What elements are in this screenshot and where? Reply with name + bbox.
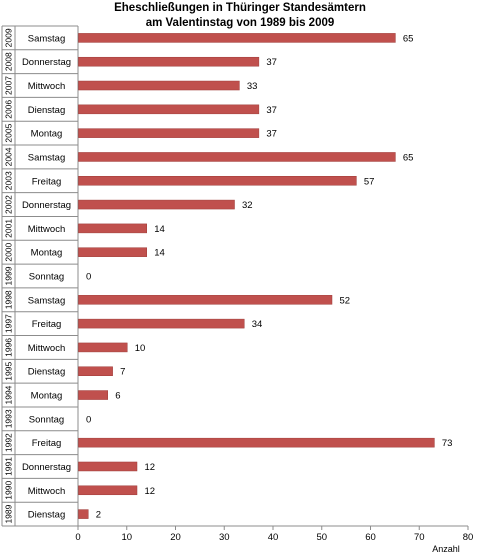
weekday-label: Donnerstag [22, 57, 71, 68]
weekday-label: Donnerstag [22, 200, 71, 211]
data-label: 73 [442, 438, 453, 449]
weekday-label: Montag [31, 129, 63, 140]
bars-group [78, 33, 435, 519]
year-label: 2005 [4, 123, 14, 142]
x-tick-label: 30 [219, 532, 230, 543]
year-label: 2009 [4, 28, 14, 47]
x-axis: 0 10 20 30 40 50 60 70 80 [75, 525, 474, 543]
bar [78, 104, 260, 115]
year-label: 2007 [4, 76, 14, 95]
data-label: 65 [403, 33, 414, 44]
bar [78, 295, 333, 305]
year-label: 1998 [4, 290, 14, 309]
year-label: 2006 [4, 100, 14, 119]
x-tick-label: 80 [463, 532, 474, 543]
x-axis-label: Anzahl [432, 544, 460, 554]
weekday-label: Montag [31, 391, 63, 402]
weekday-label: Mittwoch [28, 81, 65, 92]
bar [78, 223, 147, 234]
weekday-label: Samstag [28, 295, 66, 306]
data-label: 37 [266, 105, 277, 116]
data-label: 14 [154, 248, 165, 259]
data-label: 57 [364, 176, 375, 187]
data-label: 12 [145, 486, 156, 497]
bar [78, 56, 260, 67]
x-tick-label: 10 [121, 532, 132, 543]
weekday-label: Dienstag [28, 105, 66, 116]
data-label: 33 [247, 81, 258, 92]
weekday-label: Freitag [32, 319, 62, 330]
weekday-label: Samstag [28, 152, 66, 163]
chart-title-line-2: am Valentinstag von 1989 bis 2009 [146, 17, 335, 29]
bar [78, 128, 260, 138]
x-tick-label: 50 [316, 532, 327, 543]
bar [78, 176, 357, 186]
weekday-label: Dienstag [28, 367, 66, 378]
weekday-label: Sonntag [29, 414, 64, 425]
data-label: 37 [266, 129, 277, 140]
year-label: 1994 [4, 385, 14, 404]
weekday-label: Montag [31, 248, 63, 259]
year-label: 2003 [4, 171, 14, 190]
weekday-label: Freitag [32, 438, 62, 449]
year-label: 1999 [4, 266, 14, 285]
bar [78, 437, 435, 448]
bar [78, 509, 89, 519]
data-label: 6 [115, 391, 120, 402]
data-label: 34 [252, 319, 263, 330]
chart-title-line-1: Eheschließungen in Thüringer Standesämte… [114, 2, 366, 14]
x-tick-label: 0 [75, 532, 80, 543]
year-label: 1996 [4, 338, 14, 357]
data-label: 10 [135, 343, 146, 354]
weekday-label: Sonntag [29, 272, 64, 283]
year-label: 1997 [4, 314, 14, 333]
weekday-label: Donnerstag [22, 462, 71, 473]
weekday-label: Freitag [32, 176, 62, 187]
year-label: 1990 [4, 481, 14, 500]
data-label: 65 [403, 152, 414, 163]
year-label: 2004 [4, 147, 14, 166]
bar [78, 80, 240, 91]
category-grid [1, 25, 79, 527]
year-label: 1993 [4, 409, 14, 428]
bar [78, 33, 396, 43]
data-label: 7 [120, 367, 125, 378]
x-tick-label: 70 [414, 532, 425, 543]
bar [78, 342, 128, 353]
bar [78, 366, 113, 376]
x-tick-label: 40 [268, 532, 279, 543]
bar [78, 247, 147, 257]
data-label: 2 [96, 510, 101, 521]
data-label: 37 [266, 57, 277, 68]
bar [78, 199, 235, 210]
x-tick-label: 60 [365, 532, 376, 543]
weekday-label: Mittwoch [28, 486, 65, 497]
x-tick-label: 20 [170, 532, 181, 543]
data-label: 14 [154, 224, 165, 235]
data-label: 52 [340, 295, 351, 306]
year-label: 2001 [4, 219, 14, 238]
data-label: 32 [242, 200, 253, 211]
bar [78, 152, 396, 162]
weekday-label: Mittwoch [28, 343, 65, 354]
year-label: 1989 [4, 504, 14, 523]
bar [78, 390, 108, 400]
bar [78, 485, 138, 496]
year-label: 2008 [4, 52, 14, 71]
bar [78, 461, 138, 472]
weekday-label: Samstag [28, 33, 66, 44]
data-label: 12 [145, 462, 156, 473]
weekday-label: Dienstag [28, 510, 66, 521]
year-label: 1992 [4, 433, 14, 452]
year-label: 1995 [4, 362, 14, 381]
year-label: 2000 [4, 242, 14, 261]
data-label: 0 [86, 414, 91, 425]
data-label: 0 [86, 272, 91, 283]
bar [78, 318, 245, 329]
weekday-label: Mittwoch [28, 224, 65, 235]
year-label: 1991 [4, 457, 14, 476]
year-label: 2002 [4, 195, 14, 214]
